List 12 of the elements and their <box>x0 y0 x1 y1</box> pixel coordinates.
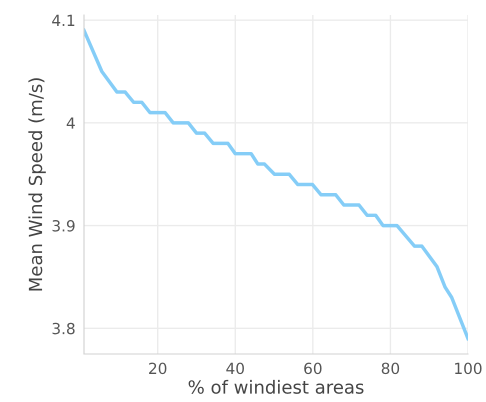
y-axis-title: Mean Wind Speed (m/s) <box>28 78 46 291</box>
x-tick-label: 20 <box>149 362 166 374</box>
x-tick-label: 80 <box>382 362 400 374</box>
y-tick-label: 4.1 <box>52 14 74 26</box>
x-axis-title: % of windiest areas <box>188 380 364 394</box>
y-tick-label: 3.8 <box>52 322 75 334</box>
x-tick-label: 60 <box>304 362 322 374</box>
line-series <box>84 28 468 340</box>
x-tick-label: 100 <box>455 362 482 374</box>
x-tick-label: 40 <box>226 362 244 374</box>
y-tick-label: 4 <box>66 118 75 129</box>
y-tick-label: 3.9 <box>52 220 75 232</box>
